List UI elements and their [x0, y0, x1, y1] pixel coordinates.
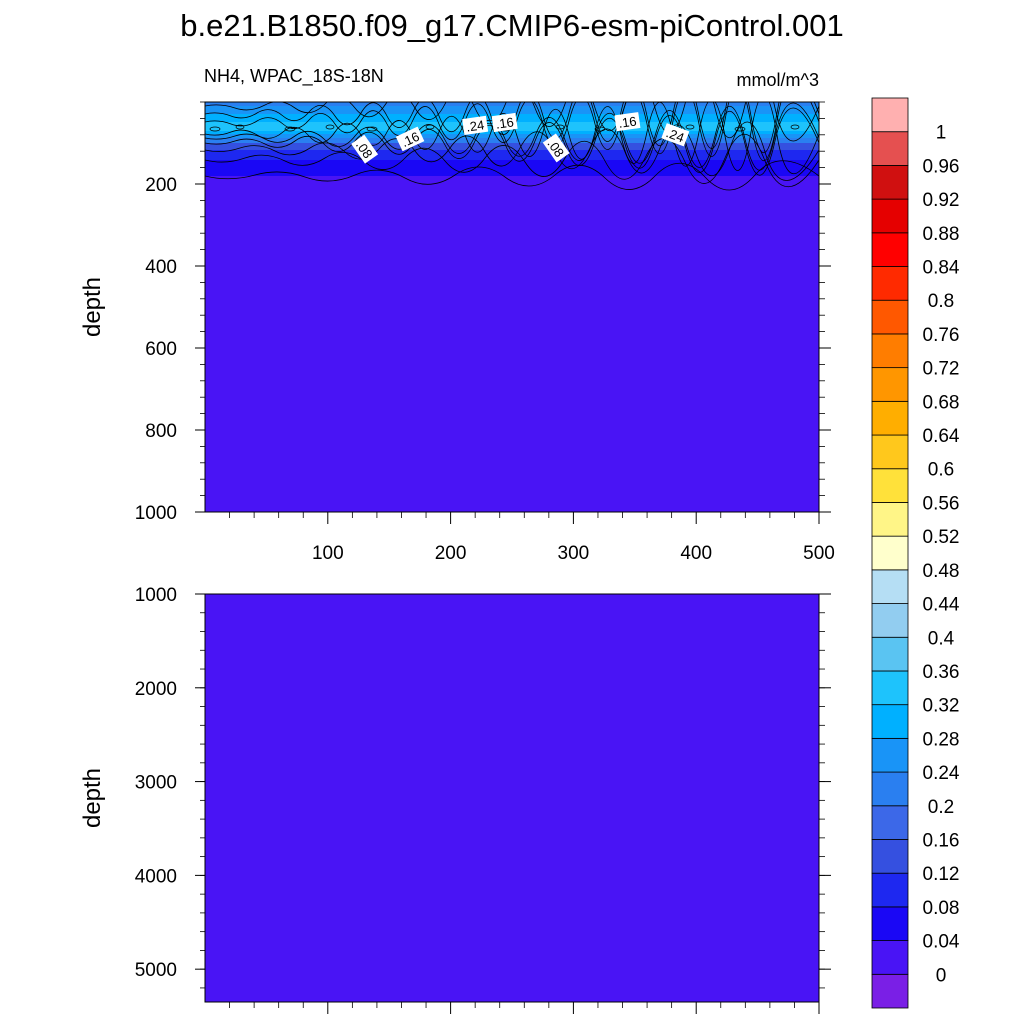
colorbar-box [871, 367, 909, 402]
y-tick-label: 1000 [135, 585, 177, 606]
contour-label: .16 [491, 112, 518, 133]
colorbar-box [871, 535, 909, 571]
colorbar-label: 0.88 [923, 224, 960, 245]
colorbar-label: 0.64 [923, 426, 960, 447]
colorbar-label: 0.76 [923, 325, 960, 346]
bottom-y-axis-label: depth [79, 768, 106, 828]
colorbar-box [871, 737, 909, 773]
colorbar-box [871, 940, 909, 975]
top-y-axis: 200 400 600 800 1000 [135, 101, 831, 524]
y-tick-label: 3000 [135, 773, 177, 794]
colorbar-box [871, 333, 909, 369]
x-tick-label: 300 [558, 543, 590, 564]
y-tick-label: 600 [145, 339, 177, 360]
colorbar-box [871, 299, 909, 335]
colorbar-box [871, 502, 909, 537]
colorbar-box [871, 232, 909, 267]
colorbar: 0 0.04 0.08 0.12 0.16 0.2 0.24 0.28 0.32 0.36 0.4 0… [871, 97, 960, 1009]
y-tick-label: 5000 [135, 960, 177, 981]
bottom-panel: 1000 2000 3000 4000 5000 depth [79, 585, 831, 1014]
colorbar-box [871, 131, 909, 166]
colorbar-box [871, 805, 909, 840]
colorbar-label: 1 [936, 123, 947, 144]
colorbar-label: 0.56 [923, 493, 960, 514]
contour-label: .16 [395, 126, 425, 152]
contour-label-text: .24 [465, 117, 485, 134]
bottom-panel-background [205, 594, 819, 1002]
colorbar-label: 0.68 [923, 392, 960, 413]
colorbar-label: 0.16 [923, 830, 960, 851]
colorbar-label: 0.4 [928, 628, 955, 649]
top-panel-frame [204, 101, 820, 513]
colorbar-label: 0.6 [928, 460, 954, 481]
colorbar-box [871, 839, 909, 874]
colorbar-box [871, 636, 909, 672]
colorbar-label: 0.32 [923, 696, 960, 717]
colorbar-label: 0.2 [928, 797, 954, 818]
colorbar-label: 0 [936, 965, 947, 986]
colorbar-box [871, 198, 909, 234]
colorbar-label: 0.12 [923, 864, 960, 885]
contour-label: .16 [614, 112, 641, 132]
colorbar-box [871, 468, 909, 503]
colorbar-label: 0.44 [923, 595, 960, 616]
colorbar-label: 0.04 [923, 932, 960, 953]
bottom-x-axis [229, 1002, 820, 1014]
colorbar-label: 0.72 [923, 359, 960, 380]
colorbar-label: 0.08 [923, 898, 960, 919]
colorbar-label: 0.52 [923, 527, 960, 548]
colorbar-box [871, 704, 909, 739]
colorbar-box [871, 434, 909, 470]
bottom-y-axis: 1000 2000 3000 4000 5000 [135, 585, 831, 989]
y-tick-label: 2000 [135, 679, 177, 700]
contour-label-text: .16 [495, 114, 515, 131]
chart-title: b.e21.B1850.f09_g17.CMIP6-esm-piControl.… [180, 8, 843, 43]
colorbar-box [871, 97, 909, 133]
contour-labels: .08.16.24.16.08.16.24 [351, 112, 690, 164]
colorbar-label: 0.24 [923, 763, 960, 784]
contour-label-text: .16 [399, 129, 422, 150]
x-tick-label: 400 [680, 543, 712, 564]
top-y-axis-label: depth [79, 277, 106, 337]
y-tick-label: 400 [145, 257, 177, 278]
colorbar-box [871, 973, 909, 1009]
colorbar-box [871, 906, 909, 941]
colorbar-box [871, 400, 909, 436]
colorbar-box [871, 771, 909, 807]
colorbar-label: 0.84 [923, 258, 960, 279]
x-tick-label: 500 [803, 543, 835, 564]
colorbar-box [871, 569, 909, 604]
contour-label: .24 [462, 115, 489, 135]
colorbar-box [871, 670, 909, 706]
contour-label-text: .24 [664, 125, 686, 145]
units-label: mmol/m^3 [737, 70, 819, 90]
x-tick-label: 100 [312, 543, 344, 564]
colorbar-label: 0.92 [923, 190, 960, 211]
top-x-axis: 100 200 300 400 500 [229, 512, 835, 564]
colorbar-label: 0.28 [923, 729, 960, 750]
colorbar-label: 0.8 [928, 291, 954, 312]
bottom-panel-frame [204, 593, 820, 1003]
colorbar-box [871, 165, 909, 200]
colorbar-box [871, 266, 909, 301]
contour-label-text: .16 [618, 113, 638, 130]
colorbar-label: 0.36 [923, 662, 960, 683]
colorbar-label: 0.48 [923, 561, 960, 582]
colorbar-box [871, 872, 909, 908]
y-tick-label: 800 [145, 421, 177, 442]
x-tick-label: 200 [435, 543, 467, 564]
colorbar-box [871, 603, 909, 638]
y-tick-label: 4000 [135, 866, 177, 887]
surface-layer-bands [205, 102, 819, 191]
y-tick-label: 1000 [135, 503, 177, 524]
colorbar-label: 0.96 [923, 156, 960, 177]
contour-label: .24 [661, 123, 690, 147]
y-tick-label: 200 [145, 175, 177, 196]
variable-label: NH4, WPAC_18S-18N [204, 66, 384, 87]
